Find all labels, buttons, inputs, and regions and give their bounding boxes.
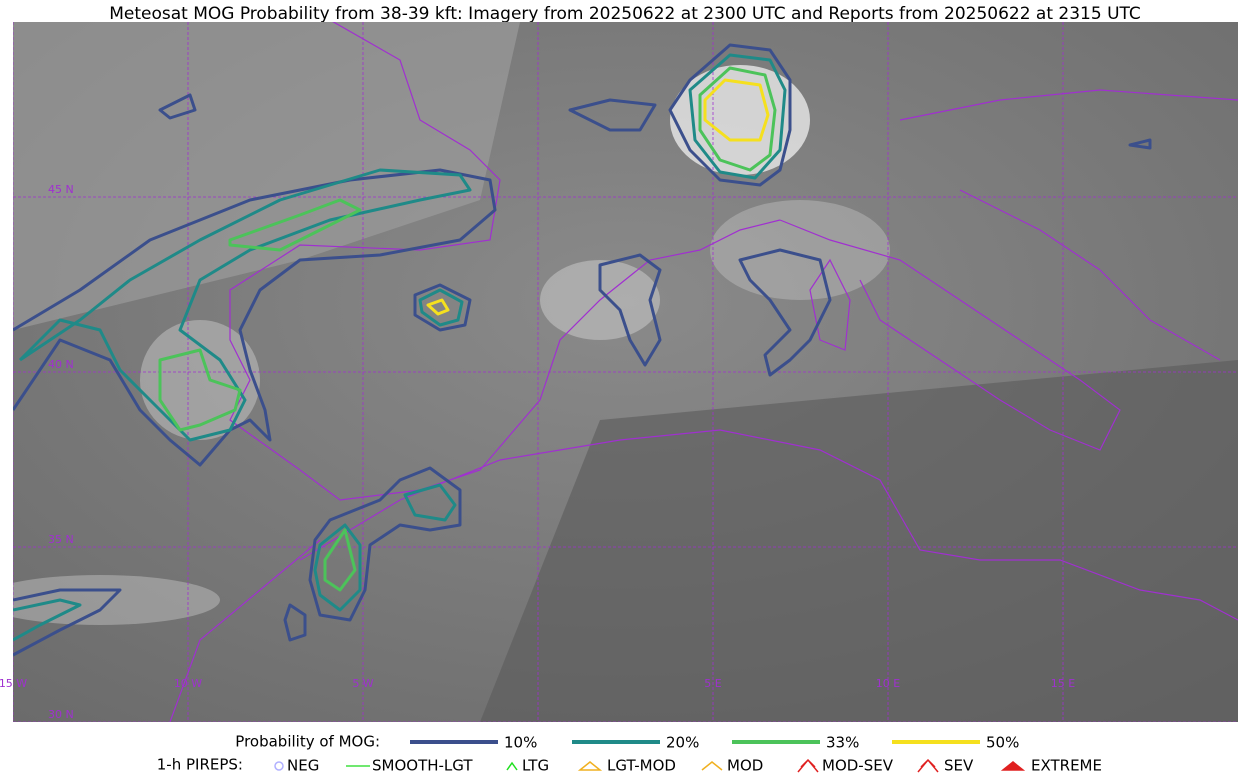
title: Meteosat MOG Probability from 38-39 kft:… <box>109 4 1141 24</box>
lat-label: 30 N <box>48 708 74 721</box>
legend-label: 33% <box>826 734 859 752</box>
legend-label: 10% <box>504 734 537 752</box>
legend-label: LTG <box>522 757 549 775</box>
lon-label: 10 E <box>876 677 900 690</box>
legend-label: LGT-MOD <box>607 757 676 775</box>
map <box>13 22 1238 722</box>
lon-label: 15 E <box>1051 677 1075 690</box>
legend-label: 20% <box>666 734 699 752</box>
legend-title: Probability of MOG: <box>235 733 380 751</box>
legend-label: 50% <box>986 734 1019 752</box>
pirep-icons <box>274 758 1026 773</box>
lon-label: 5 E <box>704 677 721 690</box>
legend-label: MOD-SEV <box>822 757 894 775</box>
lat-label: 40 N <box>48 358 74 371</box>
lat-label: 45 N <box>48 183 74 196</box>
legend: Probability of MOG: 1-h PIREPS: 10% 20% 33… <box>157 733 1102 775</box>
lon-label: 10 W <box>174 677 202 690</box>
legend-label: SMOOTH-LGT <box>372 757 473 775</box>
contours <box>13 43 1152 657</box>
legend-label: MOD <box>727 757 763 775</box>
legend-title: 1-h PIREPS: <box>157 756 243 774</box>
lon-label: 15 W <box>0 677 27 690</box>
lon-label: 5 W <box>352 677 373 690</box>
legend-label: NEG <box>287 757 319 775</box>
legend-label: SEV <box>944 757 974 775</box>
legend-label: EXTREME <box>1031 757 1102 775</box>
lat-label: 35 N <box>48 533 74 546</box>
